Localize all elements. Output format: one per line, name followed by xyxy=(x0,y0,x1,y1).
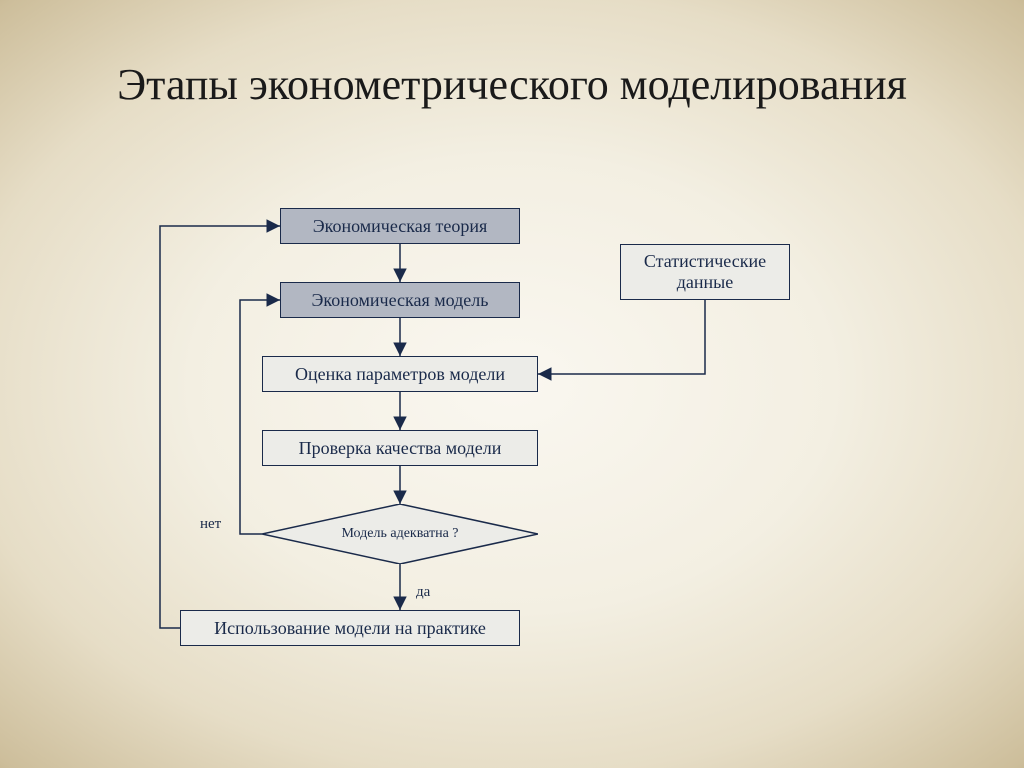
node-estimate-params: Оценка параметров модели xyxy=(262,356,538,392)
node-label: Статистические данные xyxy=(627,251,783,293)
node-economic-theory: Экономическая теория xyxy=(280,208,520,244)
slide-title: Этапы эконометрического моделирования xyxy=(0,60,1024,111)
node-label: Экономическая модель xyxy=(312,290,489,311)
node-quality-check: Проверка качества модели xyxy=(262,430,538,466)
node-decision-model-adequate: Модель адекватна ? xyxy=(262,504,538,564)
node-label: Использование модели на практике xyxy=(214,618,486,639)
node-economic-model: Экономическая модель xyxy=(280,282,520,318)
edge-label-yes: да xyxy=(416,584,430,601)
node-use-in-practice: Использование модели на практике xyxy=(180,610,520,646)
node-label: Проверка качества модели xyxy=(299,438,502,459)
node-label: Экономическая теория xyxy=(313,216,488,237)
slide: Этапы эконометрического моделирования Эк… xyxy=(0,0,1024,768)
node-statistical-data: Статистические данные xyxy=(620,244,790,300)
node-label: Оценка параметров модели xyxy=(295,364,505,385)
node-label: Модель адекватна ? xyxy=(341,526,458,542)
edge-label-no: нет xyxy=(200,516,221,533)
